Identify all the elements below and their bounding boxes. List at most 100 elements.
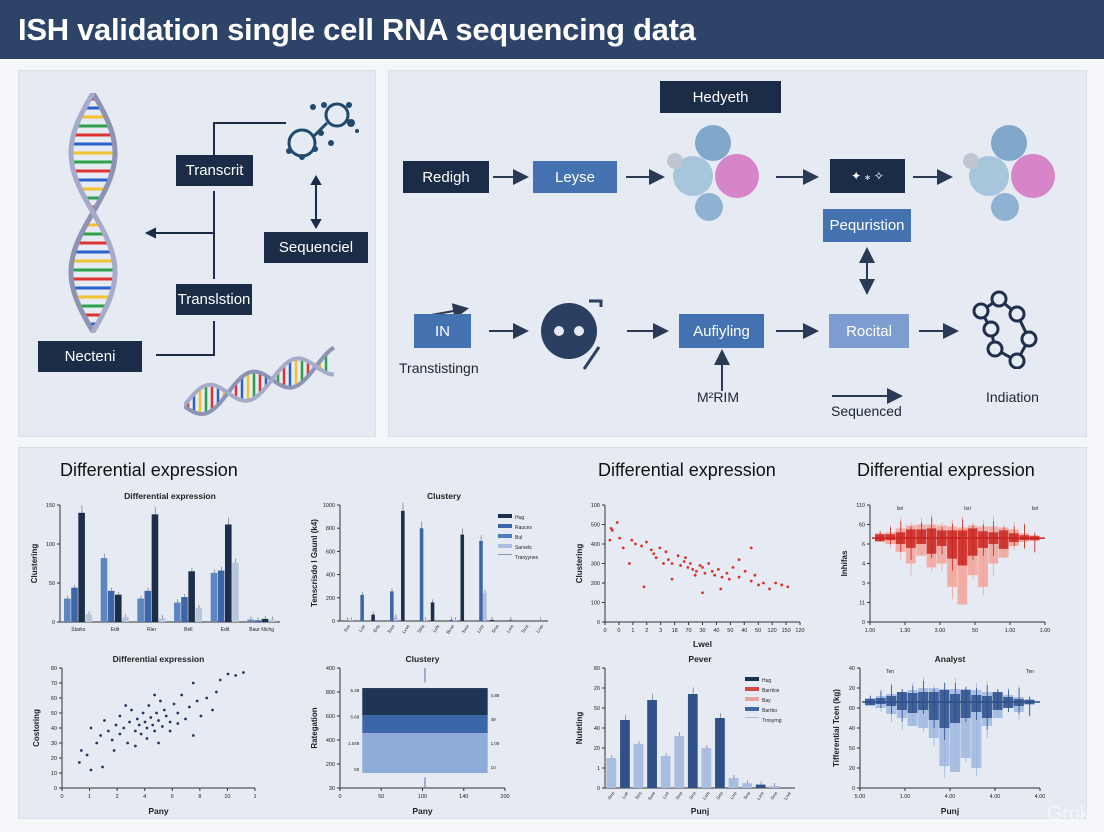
data-point [114,723,118,727]
data-point [684,556,687,560]
section-heading: Differential expression [857,460,1035,480]
annotation: Isri [1032,506,1039,512]
y-axis-label: Clustering [30,544,39,584]
data-point [164,714,168,718]
x-tick-label: 1.00 [1040,628,1051,634]
data-point [707,562,710,565]
bar [85,614,93,622]
bar [268,619,276,622]
bar [701,748,712,788]
data-point [610,528,614,532]
data-point [618,536,622,540]
bar [210,572,218,622]
bar [401,510,405,621]
x-tick-label: 3.00 [935,628,946,634]
data-point [762,581,765,585]
data-point [159,699,162,703]
data-point [757,583,760,587]
band-label: 1.09 [491,741,500,746]
y-tick-label: 110 [856,503,865,509]
x-tick-label: 2 [116,794,119,800]
chart-clustery-bar: Clustery Tenscrisdo I Gaunl (k4) 0 200 400 60… [310,491,548,635]
data-point [701,591,704,595]
cell-cluster-icon [963,125,1055,221]
mrim-label: M²RIM [697,389,739,405]
x-category-label: Sxre [386,623,396,634]
bar [606,758,617,788]
data-point [176,722,180,725]
rocital-box: Rocital [829,314,909,348]
x-tick-label: 120 [768,628,777,634]
data-point [666,558,670,561]
dna-helix-horizontal-icon [184,346,336,417]
y-axis-label: Inhifas [840,550,849,576]
data-point [106,729,110,733]
y-axis-label: Clustering [575,544,584,584]
bar [247,619,254,622]
hedgehog-box: Hedyeth [660,81,781,113]
legend-swatch [745,687,759,691]
legend-swatch [498,524,512,528]
data-point [139,732,143,736]
chart-pever-bar: Pever Nuteting Punj 0 1 20 40 50 20 80 Srre Lue Srrs… [575,654,795,816]
chart-title: Analyst [935,654,966,664]
bar [419,528,424,621]
y-tick-label: 30 [329,786,335,792]
sequencing-box: Sequenciel [264,232,368,263]
data-point [686,566,690,569]
chart-title: Differential expression [113,654,205,664]
redigh-box: Redigh [403,161,489,193]
y-tick-label: 6 [862,542,865,548]
data-point [128,720,131,724]
annotation: Ten [886,669,894,675]
y-tick-label: 20 [849,766,855,772]
data-point [688,562,692,565]
x-tick-label: 1 [88,794,91,800]
molecule-icon [286,102,359,160]
x-category-label: Srrs [742,790,751,800]
chart-title: Clustery [427,491,461,501]
legend-label: Bul [515,535,522,541]
x-category-label: Lxre [476,623,485,633]
legend-label: Tranyynes [515,555,539,561]
translation-box: Translstion [176,284,252,315]
y-tick-label: 50 [51,711,57,717]
x-tick-label: 1.00 [865,628,876,634]
y-tick-label: 800 [326,690,335,696]
data-point [118,732,122,736]
x-category-label: Sxrs [520,623,530,634]
data-point [124,704,128,707]
bar [261,618,269,622]
bar [460,534,465,621]
data-point [184,717,187,721]
sparkle-icon: ✦ ⁎ ✧ [851,169,884,183]
y-tick-label: 1 [597,766,600,772]
x-tick-label: 70 [686,628,692,634]
y-tick-label: 100 [591,503,600,509]
x-tick-label: 150 [781,628,790,634]
data-point [716,567,720,571]
x-axis-label: Pany [148,806,169,816]
x-category-label: Lxts [432,623,441,633]
dna-helix-icon [68,93,118,333]
bar [687,694,698,788]
data-point [153,693,157,697]
bar [390,591,394,621]
bar [660,756,671,788]
data-point [151,723,155,727]
y-tick-label: 100 [46,542,55,548]
y-tick-label: 0 [52,620,55,626]
x-tick-label: 50 [727,628,733,634]
data-point [103,719,106,722]
bar [195,607,203,622]
bar [449,619,454,621]
x-tick-label: 4 [143,794,146,800]
y-tick-label: 40 [849,726,855,732]
x-category-label: Bxve [445,623,455,634]
data-point [774,581,778,585]
x-tick-label: 50 [755,628,761,634]
legend-swatch [498,554,512,555]
data-point [130,708,133,712]
watermark-logo: Grok [1046,803,1090,825]
in-box: IN [414,314,471,348]
